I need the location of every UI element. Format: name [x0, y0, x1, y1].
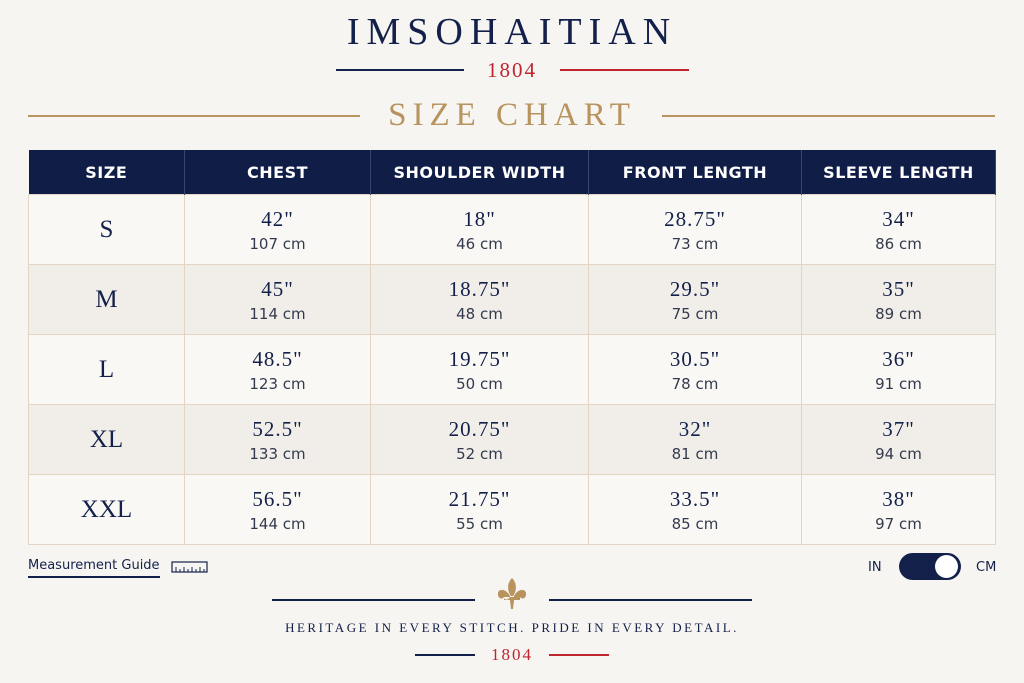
measurement-cell: 18" 46 cm — [370, 194, 589, 265]
inch-value: 34" — [882, 206, 915, 231]
divider — [560, 69, 689, 71]
cm-value: 94 cm — [875, 444, 922, 463]
cm-value: 85 cm — [671, 514, 719, 533]
divider — [272, 599, 475, 601]
unit-label: IN — [868, 560, 882, 575]
cm-value: 89 cm — [875, 304, 922, 323]
divider — [28, 115, 360, 117]
inch-value: 35" — [882, 276, 915, 301]
measurement-cell: 34" 86 cm — [801, 194, 996, 265]
inch-value: 45" — [261, 276, 294, 301]
measurement-cell: 35" 89 cm — [801, 264, 996, 335]
column-header: SHOULDER WIDTH — [370, 150, 589, 195]
inch-value: 19.75" — [448, 346, 511, 371]
inch-value: 29.5" — [669, 276, 721, 301]
inch-value: 52.5" — [252, 416, 303, 441]
measurement-cell: 45" 114 cm — [184, 264, 371, 335]
cm-value: 46 cm — [456, 234, 503, 253]
unit-toggle[interactable] — [899, 553, 961, 580]
measurement-cell: 18.75" 48 cm — [370, 264, 589, 335]
inch-value: 42" — [261, 206, 294, 231]
inch-value: 48.5" — [252, 346, 303, 371]
table-row: M 45" 114 cm 18.75" 48 cm 29.5" 75 cm 35" 89 cm — [28, 264, 996, 335]
inch-value: 18.75" — [448, 276, 511, 301]
measurement-cell: 20.75" 52 cm — [370, 404, 589, 475]
header-row: SIZE CHEST SHOULDER WIDTH FRONT LENGTH SLEEV… — [28, 150, 996, 195]
measurement-cell: 56.5" 144 cm — [184, 474, 371, 545]
divider — [549, 599, 752, 601]
inch-value: 38" — [882, 486, 915, 511]
measurement-cell: 36" 91 cm — [801, 334, 996, 405]
divider — [662, 115, 995, 117]
measurement-cell: 30.5" 78 cm — [588, 334, 802, 405]
size-cell: S — [28, 194, 185, 265]
tagline: HERITAGE IN EVERY STITCH. PRIDE IN EVERY… — [285, 620, 739, 635]
measurement-cell: 21.75" 55 cm — [370, 474, 589, 545]
divider — [415, 654, 475, 656]
inch-value: 56.5" — [252, 486, 303, 511]
cm-value: 91 cm — [875, 374, 922, 393]
brand-year: 1804 — [487, 58, 537, 82]
inch-value: 18" — [463, 206, 496, 231]
measurement-cell: 19.75" 50 cm — [370, 334, 589, 405]
column-header: CHEST — [184, 150, 371, 195]
inch-value: 20.75" — [448, 416, 511, 441]
inch-value: 21.75" — [448, 486, 511, 511]
measurement-cell: 29.5" 75 cm — [588, 264, 802, 335]
size-cell: L — [28, 334, 185, 405]
size-cell: M — [28, 264, 185, 335]
column-header: SIZE — [28, 150, 185, 195]
cm-value: 114 cm — [249, 304, 306, 323]
table-row: XL 52.5" 133 cm 20.75" 52 cm 32" 81 cm 37" 94 cm — [28, 404, 996, 475]
unit-label: CM — [976, 560, 997, 575]
measurement-cell: 42" 107 cm — [184, 194, 371, 265]
ruler-icon — [171, 561, 208, 573]
brand: IMSOHAITIAN — [346, 11, 678, 53]
size-cell: XXL — [28, 474, 185, 545]
column-header: SLEEVE LENGTH — [801, 150, 996, 195]
table-row: S 42" 107 cm 18" 46 cm 28.75" 73 cm 34" 86 cm — [28, 194, 996, 265]
inch-value: 33.5" — [669, 486, 721, 511]
divider — [336, 69, 464, 71]
cm-value: 73 cm — [671, 234, 719, 253]
footer-year: 1804 — [491, 645, 533, 664]
divider — [549, 654, 609, 656]
measurement-cell: 33.5" 85 cm — [588, 474, 802, 545]
table-row: L 48.5" 123 cm 19.75" 50 cm 30.5" 78 cm 36" 91 c… — [28, 334, 996, 405]
cm-value: 48 cm — [456, 304, 503, 323]
table-row: XXL 56.5" 144 cm 21.75" 55 cm 33.5" 85 cm 38" 97… — [28, 474, 996, 545]
size-cell: XL — [28, 404, 185, 475]
cm-value: 55 cm — [456, 514, 503, 533]
inch-value: 32" — [678, 416, 712, 441]
measurement-cell: 28.75" 73 cm — [588, 194, 802, 265]
cm-value: 52 cm — [456, 444, 503, 463]
measurement-cell: 38" 97 cm — [801, 474, 996, 545]
cm-value: 75 cm — [671, 304, 719, 323]
cm-value: 81 cm — [671, 444, 719, 463]
measurement-guide-link[interactable]: Measurement Guide — [28, 558, 160, 578]
cm-value: 144 cm — [249, 514, 306, 533]
page-title: SIZE CHART — [388, 97, 636, 133]
cm-value: 97 cm — [875, 514, 922, 533]
size-table: SIZE CHEST SHOULDER WIDTH FRONT LENGTH SLEEV… — [28, 150, 996, 545]
measurement-cell: 37" 94 cm — [801, 404, 996, 475]
toggle-knob — [935, 555, 958, 578]
column-header: FRONT LENGTH — [588, 150, 802, 195]
cm-value: 50 cm — [456, 374, 503, 393]
cm-value: 123 cm — [249, 374, 306, 393]
measurement-cell: 32" 81 cm — [588, 404, 802, 475]
measurement-cell: 52.5" 133 cm — [184, 404, 371, 475]
cm-value: 86 cm — [875, 234, 922, 253]
cm-value: 133 cm — [249, 444, 306, 463]
cm-value: 107 cm — [249, 234, 306, 253]
fleur-de-lis-icon — [497, 578, 527, 609]
measurement-cell: 48.5" 123 cm — [184, 334, 371, 405]
inch-value: 37" — [882, 416, 915, 441]
inch-value: 30.5" — [669, 346, 721, 371]
inch-value: 36" — [882, 346, 915, 371]
inch-value: 28.75" — [664, 206, 726, 231]
cm-value: 78 cm — [671, 374, 719, 393]
